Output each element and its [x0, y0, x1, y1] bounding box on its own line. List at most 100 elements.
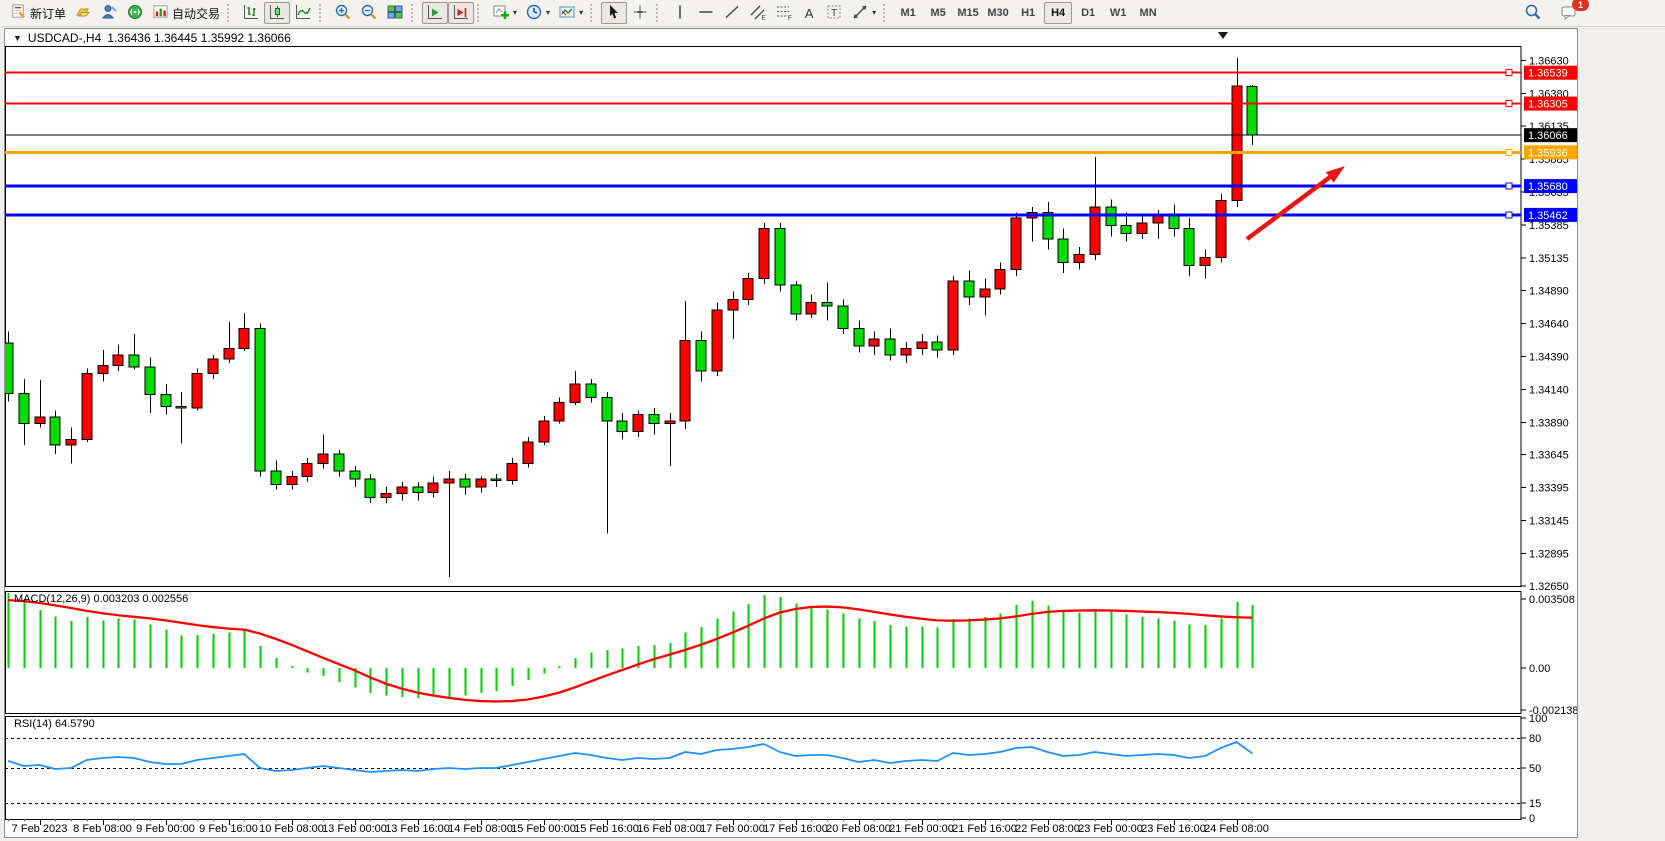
chart-canvas[interactable]: 1.366301.363801.361351.358851.356351.353… — [5, 29, 1577, 836]
chart-window[interactable]: 1.366301.363801.361351.358851.356351.353… — [4, 28, 1578, 838]
equidistant-channel-icon: E — [749, 3, 767, 24]
svg-text:1.34890: 1.34890 — [1529, 285, 1569, 297]
templates-icon — [558, 3, 576, 24]
price-badges: 1.36539 1.36305 1.36066 1.35936 1.35680 1.354… — [1524, 65, 1577, 222]
candlesticks — [5, 58, 1258, 577]
time-axis[interactable]: 7 Feb 2023 8 Feb 08:00 9 Feb 00:00 9 Feb 16… — [8, 819, 1269, 835]
autotrading-label: 自动交易 — [172, 6, 221, 21]
macd-panel-frame — [5, 591, 1522, 714]
svg-text:1.36305: 1.36305 — [1528, 99, 1568, 111]
crosshair-icon — [631, 3, 649, 24]
time-label: 21 Feb 00:00 — [889, 823, 954, 835]
indicators-icon — [492, 3, 510, 24]
time-label: 23 Feb 00:00 — [1078, 823, 1143, 835]
price-badge-1.35462 — [1524, 207, 1577, 222]
tile-windows-button[interactable] — [382, 2, 408, 24]
market-watch-button[interactable] — [70, 2, 96, 24]
macd-signal-line — [7, 598, 1253, 703]
support-line-1-handle — [1505, 182, 1513, 190]
label-tool-button[interactable]: T — [821, 2, 847, 24]
shift-marker-icon[interactable] — [1218, 32, 1228, 39]
cursor-tool-button[interactable] — [601, 2, 628, 24]
horizontal-line-tool-button[interactable] — [693, 2, 719, 24]
time-label: 17 Feb 16:00 — [763, 823, 828, 835]
timeframe-button-MN[interactable]: MN — [1139, 7, 1157, 19]
text-tool-button[interactable]: A — [797, 2, 821, 24]
timeframe-button-M5[interactable]: M5 — [930, 7, 946, 19]
timeframe-button-M1[interactable]: M1 — [900, 7, 916, 19]
data-window-button[interactable] — [96, 2, 122, 24]
timeframe-bar: M1 M5 M15 M30 H1 H4 D1 W1 MN — [894, 2, 1162, 24]
svg-text:1.33145: 1.33145 — [1529, 516, 1569, 528]
macd-indicator — [7, 593, 1254, 703]
timeframe-button-W1[interactable]: W1 — [1109, 7, 1127, 19]
autoscroll-button[interactable] — [422, 2, 449, 24]
trendline-icon — [723, 3, 741, 24]
timeframe-button-H4[interactable]: H4 — [1044, 2, 1073, 24]
svg-text:50: 50 — [1529, 763, 1541, 775]
svg-text:1.35462: 1.35462 — [1528, 210, 1568, 222]
zoom-out-button[interactable] — [356, 2, 382, 24]
svg-text:1.32895: 1.32895 — [1529, 549, 1569, 561]
price-badge-1.36066 — [1524, 128, 1577, 143]
label-tool-icon: T — [825, 3, 843, 24]
vertical-line-tool-button[interactable] — [667, 2, 693, 24]
arrows-tool-button[interactable]: ▾ — [847, 2, 880, 24]
navigator-button[interactable] — [122, 2, 148, 24]
fibonacci-tool-button[interactable]: F — [771, 2, 797, 24]
vertical-line-icon — [671, 3, 689, 24]
chart-title-symbol: USDCAD-,H4 — [27, 31, 102, 45]
resistance-line-1-handle — [1505, 69, 1513, 77]
svg-text:100: 100 — [1529, 713, 1547, 725]
search-button[interactable] — [1520, 2, 1546, 24]
svg-text:1.36066: 1.36066 — [1528, 130, 1568, 142]
time-label: 14 Feb 08:00 — [448, 823, 513, 835]
candlestick-chart-button[interactable] — [264, 2, 291, 24]
svg-text:80: 80 — [1529, 733, 1541, 745]
time-label: 7 Feb 2023 — [12, 823, 68, 835]
line-chart-button[interactable] — [290, 2, 316, 24]
zoom-in-button[interactable] — [330, 2, 356, 24]
new-order-button[interactable]: 新订单 — [6, 2, 70, 24]
trendline-tool-button[interactable] — [719, 2, 745, 24]
zoom-out-icon — [360, 3, 378, 24]
chart-shift-button[interactable] — [448, 2, 475, 24]
svg-text:1.35936: 1.35936 — [1528, 147, 1568, 159]
rsi-line — [7, 741, 1253, 773]
svg-text:1.33645: 1.33645 — [1529, 450, 1569, 462]
crosshair-tool-button[interactable] — [627, 2, 653, 24]
channel-tool-button[interactable]: E — [745, 2, 771, 24]
svg-text:1.35385: 1.35385 — [1529, 220, 1569, 232]
svg-text:1.32650: 1.32650 — [1529, 581, 1569, 593]
new-order-icon — [10, 3, 27, 23]
indicators-button[interactable]: ▾ — [488, 2, 521, 24]
time-label: 22 Feb 08:00 — [1015, 823, 1080, 835]
notification-badge: 1 — [1572, 0, 1589, 11]
chevron-down-icon: ▾ — [872, 8, 877, 17]
timeframe-button-M30[interactable]: M30 — [987, 7, 1009, 19]
candlestick-chart-icon — [268, 3, 286, 24]
notifications-button[interactable]: 1 — [1556, 0, 1589, 24]
horizontal-line-icon — [697, 3, 715, 24]
time-label: 17 Feb 00:00 — [700, 823, 765, 835]
timeframe-button-M15[interactable]: M15 — [957, 7, 979, 19]
time-label: 9 Feb 16:00 — [199, 823, 258, 835]
resistance-line-2-handle — [1505, 100, 1513, 108]
time-label: 20 Feb 08:00 — [826, 823, 891, 835]
periods-button[interactable]: ▾ — [521, 2, 554, 24]
price-axis[interactable]: 1.366301.363801.361351.358851.356351.353… — [1521, 56, 1577, 825]
toolbar-grip — [227, 4, 232, 22]
trend-arrow[interactable] — [1245, 166, 1345, 241]
autotrading-button[interactable]: 自动交易 — [148, 2, 224, 24]
time-label: 13 Feb 00:00 — [322, 823, 387, 835]
bar-chart-button[interactable] — [238, 2, 264, 24]
time-label: 21 Feb 16:00 — [952, 823, 1017, 835]
templates-button[interactable]: ▾ — [554, 2, 587, 24]
timeframe-button-D1[interactable]: D1 — [1081, 7, 1096, 19]
person-icon — [100, 3, 118, 24]
one-click-trading-arrow[interactable]: ▼ — [13, 33, 22, 43]
timeframe-button-H1[interactable]: H1 — [1021, 7, 1036, 19]
horizontal-lines[interactable] — [5, 69, 1521, 219]
toolbar-grip — [883, 4, 888, 22]
support-line-2-handle — [1505, 211, 1513, 219]
